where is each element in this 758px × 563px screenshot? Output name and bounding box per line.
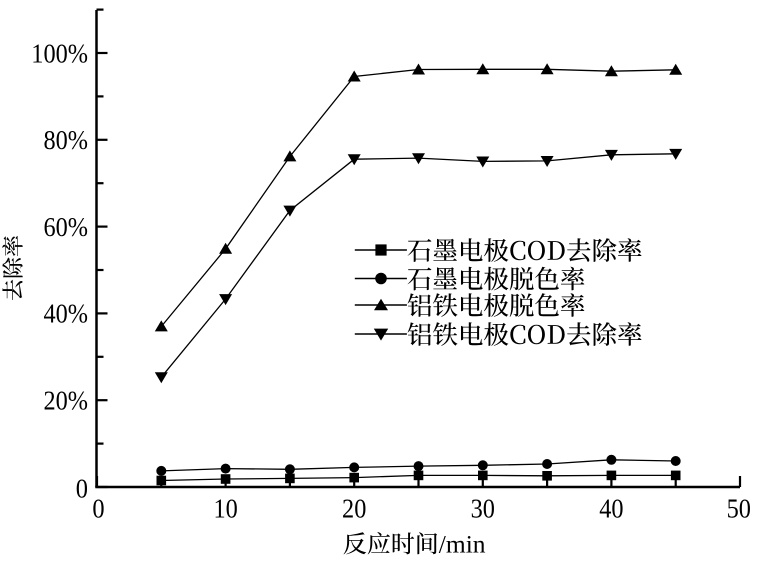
- svg-text:0: 0: [92, 494, 104, 524]
- svg-text:40: 40: [599, 494, 623, 524]
- svg-text:50: 50: [727, 494, 751, 524]
- svg-text:40%: 40%: [44, 299, 89, 329]
- svg-text:10: 10: [213, 494, 237, 524]
- svg-text:/min: /min: [439, 529, 486, 558]
- svg-text:60%: 60%: [44, 212, 89, 242]
- svg-text:80%: 80%: [44, 125, 89, 155]
- svg-text:30: 30: [471, 494, 495, 524]
- svg-text:0: 0: [76, 473, 88, 503]
- svg-text:100%: 100%: [31, 38, 88, 68]
- svg-text:20%: 20%: [44, 386, 89, 416]
- svg-text:20: 20: [342, 494, 366, 524]
